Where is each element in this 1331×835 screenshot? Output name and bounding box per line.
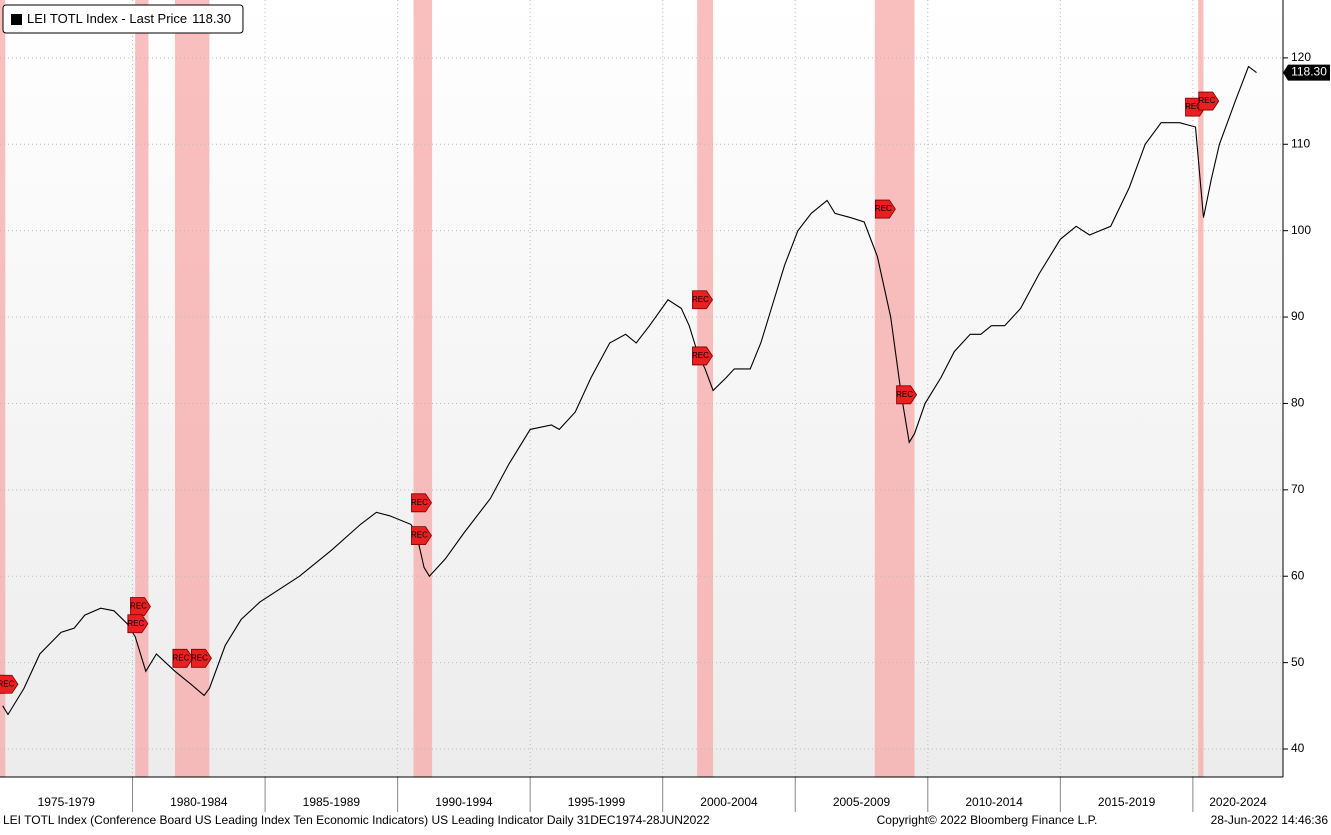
legend: LEI TOTL Index - Last Price 118.30 bbox=[2, 4, 244, 34]
legend-box bbox=[2, 4, 244, 34]
recession-band bbox=[697, 0, 714, 777]
x-tick-label: 2005-2009 bbox=[833, 795, 891, 809]
y-tick-label: 50 bbox=[1291, 655, 1305, 669]
y-tick-label: 40 bbox=[1291, 741, 1305, 755]
last-price-label: 118.30 bbox=[1291, 65, 1327, 79]
rec-marker bbox=[172, 648, 194, 668]
y-tick-label: 60 bbox=[1291, 568, 1305, 582]
x-tick-label: 1990-1994 bbox=[435, 795, 493, 809]
footer-center: Copyright© 2022 Bloomberg Finance L.P. bbox=[877, 813, 1098, 827]
rec-marker bbox=[130, 597, 151, 616]
rec-marker bbox=[0, 674, 19, 694]
legend-swatch bbox=[11, 14, 22, 25]
x-tick-label: 2015-2019 bbox=[1098, 795, 1156, 809]
rec-marker bbox=[874, 199, 896, 219]
x-tick-label: 1980-1984 bbox=[170, 795, 228, 809]
rec-label: REC bbox=[896, 390, 913, 399]
x-tick-label: 1995-1999 bbox=[568, 795, 626, 809]
y-tick-label: 70 bbox=[1291, 482, 1305, 496]
footer-right: 28-Jun-2022 14:46:36 bbox=[1211, 813, 1329, 827]
recession-band bbox=[1198, 0, 1204, 777]
x-tick-label: 1985-1989 bbox=[303, 795, 361, 809]
rec-marker bbox=[1198, 91, 1220, 111]
rec-marker bbox=[127, 614, 149, 634]
y-tick-label: 120 bbox=[1291, 50, 1311, 64]
rec-label: REC bbox=[172, 653, 189, 662]
recession-band bbox=[0, 0, 6, 777]
rec-label: REC bbox=[692, 351, 709, 360]
y-tick-label: 80 bbox=[1291, 396, 1305, 410]
legend-last: 118.30 bbox=[192, 11, 231, 26]
rec-marker bbox=[692, 346, 713, 366]
legend-name: LEI TOTL Index - Last Price bbox=[27, 11, 187, 26]
rec-marker bbox=[411, 493, 432, 513]
rec-label: REC bbox=[1198, 96, 1215, 105]
y-tick-label: 100 bbox=[1291, 223, 1311, 237]
rec-marker bbox=[692, 290, 713, 310]
rec-marker bbox=[896, 385, 918, 405]
rec-label: REC bbox=[130, 602, 147, 611]
legend-label: LEI TOTL Index - Last Price 118.30 bbox=[27, 11, 231, 26]
rec-label: REC bbox=[0, 679, 15, 688]
plot-background bbox=[0, 0, 1283, 777]
series-line bbox=[2, 65, 1257, 716]
rec-marker bbox=[191, 648, 212, 668]
x-tick-label: 2000-2004 bbox=[700, 795, 758, 809]
x-tick-label: 2020-2024 bbox=[1209, 795, 1267, 809]
recession-band bbox=[413, 0, 433, 777]
recession-band bbox=[135, 0, 149, 777]
y-tick-label: 110 bbox=[1291, 136, 1310, 150]
rec-label: REC bbox=[875, 204, 892, 213]
rec-label: REC bbox=[127, 619, 144, 628]
x-tick-label: 1975-1979 bbox=[38, 795, 96, 809]
y-tick-label: 90 bbox=[1291, 309, 1305, 323]
x-tick-label: 2010-2014 bbox=[965, 795, 1023, 809]
last-price-box bbox=[1283, 64, 1330, 81]
rec-label: REC bbox=[411, 498, 428, 507]
recession-band bbox=[174, 0, 210, 777]
rec-label: REC bbox=[1185, 102, 1202, 111]
rec-label: REC bbox=[692, 295, 709, 304]
footer-left: LEI TOTL Index (Conference Board US Lead… bbox=[3, 813, 710, 827]
rec-label: REC bbox=[411, 531, 428, 540]
rec-label: REC bbox=[191, 653, 208, 662]
rec-marker bbox=[411, 526, 432, 546]
